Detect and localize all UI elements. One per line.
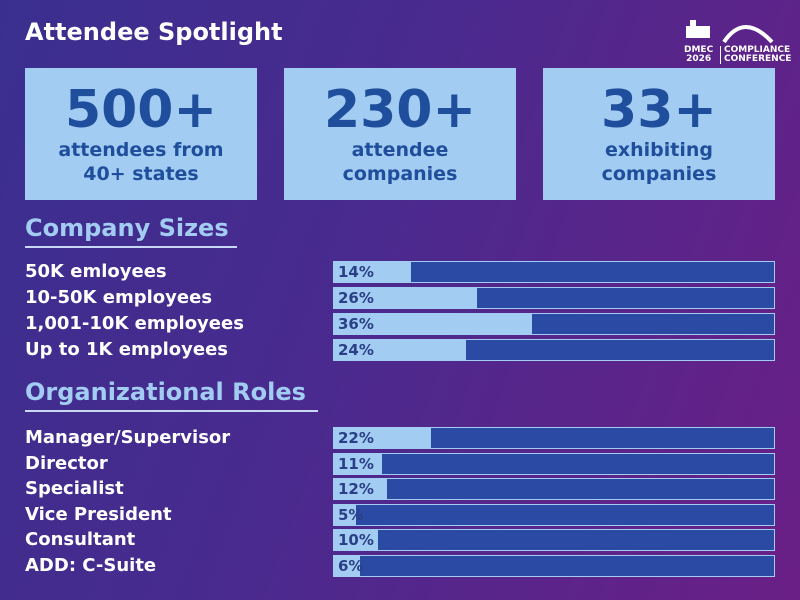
bar (334, 288, 477, 308)
logo-year: 2026 (686, 54, 712, 64)
title: Attendee Spotlight (25, 18, 283, 46)
section-title: Organizational Roles (25, 378, 318, 412)
row-label: 1,001-10K employees (25, 313, 244, 334)
logo-event-name: DMEC (684, 45, 714, 55)
stat-caption: companies (601, 163, 717, 185)
stat-caption: attendees from (58, 139, 224, 161)
row-label: Specialist (25, 478, 124, 500)
bar-track: 10% (333, 529, 775, 552)
value-label: 6% (338, 557, 364, 575)
bar (334, 453, 383, 474)
bar-track: 22% (333, 427, 775, 449)
logo-art (686, 20, 774, 44)
row-label: Up to 1K employees (25, 339, 228, 360)
stat-caption: 40+ states (83, 163, 199, 185)
section-title: Company Sizes (25, 214, 237, 248)
stat-caption: companies (342, 163, 458, 185)
stat-card: 500+ attendees from 40+ states (25, 68, 257, 200)
bar-track: 14% (333, 261, 775, 283)
bar-track: 24% (333, 339, 775, 361)
bar-track: 11% (333, 452, 775, 475)
bar (334, 530, 378, 551)
value-label: 11% (338, 454, 374, 473)
bar-track: 5% (333, 503, 775, 526)
bar (334, 479, 387, 500)
value-label: 5% (338, 505, 364, 524)
bar (334, 428, 431, 448)
bar (334, 314, 532, 334)
logo-line: CONFERENCE (724, 54, 792, 64)
row-label: Manager/Supervisor (25, 427, 231, 448)
stat-number: 230+ (323, 80, 477, 140)
stat-caption: attendee (351, 139, 449, 161)
value-label: 36% (338, 315, 374, 333)
stat-number: 500+ (64, 80, 218, 140)
value-label: 14% (338, 263, 374, 281)
logo-text: COMPLIANCE CONFERENCE (720, 46, 791, 64)
bar (334, 504, 356, 525)
row-label: 50K emloyees (25, 261, 167, 282)
row-label: Director (25, 452, 108, 474)
logo-event: DMEC 2026 (684, 46, 713, 64)
row-label: 10-50K employees (25, 287, 213, 308)
value-label: 10% (338, 531, 374, 550)
value-label: 22% (338, 429, 374, 447)
row-label: Vice President (25, 503, 172, 525)
stat-card: 33+ exhibiting companies (543, 68, 775, 200)
logo-line: COMPLIANCE (724, 45, 791, 55)
logo: DMEC 2026 COMPLIANCE CONFERENCE (684, 14, 791, 64)
bar (334, 556, 361, 576)
bar-track: 6% (333, 555, 775, 577)
stat-caption: exhibiting (604, 139, 714, 161)
stat-card: 230+ attendee companies (284, 68, 516, 200)
value-label: 24% (338, 341, 374, 359)
bar (334, 262, 411, 282)
bar-track: 36% (333, 313, 775, 335)
row-label: ADD: C-Suite (25, 555, 157, 576)
row-label: Consultant (25, 529, 136, 551)
value-label: 26% (338, 289, 374, 307)
bar (334, 340, 466, 360)
bar-track: 12% (333, 478, 775, 501)
stat-number: 33+ (601, 80, 717, 140)
bar-track: 26% (333, 287, 775, 309)
value-label: 12% (338, 480, 374, 499)
